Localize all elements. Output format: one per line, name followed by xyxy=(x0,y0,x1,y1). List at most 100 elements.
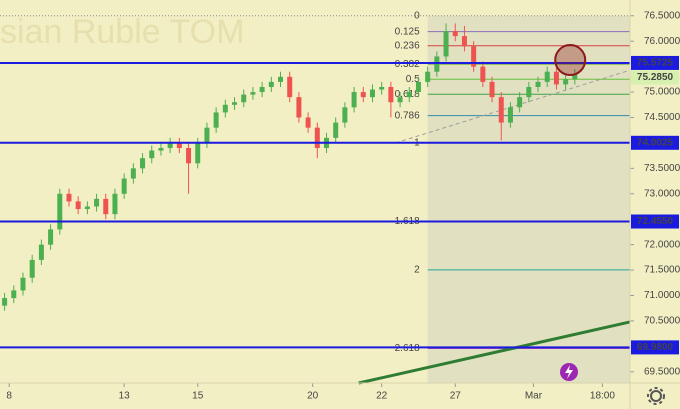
candle-body xyxy=(425,71,431,82)
candle-body xyxy=(553,71,559,85)
candle-body xyxy=(149,150,155,159)
candle-body xyxy=(2,298,8,306)
candle-body xyxy=(507,107,513,123)
y-tick-label: 74.5000 xyxy=(644,112,680,123)
candle-body xyxy=(314,127,320,149)
candle-body xyxy=(563,79,569,85)
candle-body xyxy=(397,97,403,103)
fib-label: 2 xyxy=(414,264,420,275)
candle-body xyxy=(259,86,265,93)
y-tick-label: 72.0000 xyxy=(644,239,680,250)
x-tick-label: 8 xyxy=(6,391,12,402)
candle-body xyxy=(75,201,81,210)
y-tick-label: 76.0000 xyxy=(644,36,680,47)
level-tag xyxy=(631,340,679,355)
candle-body xyxy=(38,244,44,260)
y-tick-label: 73.5000 xyxy=(644,163,680,174)
candle-body xyxy=(278,76,284,82)
fib-label: 0.236 xyxy=(395,40,420,51)
candle-body xyxy=(333,122,339,138)
candle-body xyxy=(103,198,109,215)
x-tick-label: Mar xyxy=(525,391,543,402)
y-tick-label: 71.5000 xyxy=(644,265,680,276)
candle-body xyxy=(158,148,164,151)
candle-body xyxy=(204,127,210,143)
candle-body xyxy=(48,229,54,245)
candle-body xyxy=(195,142,201,164)
candle-body xyxy=(250,92,256,95)
y-tick-label: 69.5000 xyxy=(644,366,680,377)
candle-body xyxy=(140,158,146,169)
watermark-title: sian Ruble TOM xyxy=(0,13,244,51)
candle-body xyxy=(57,193,63,230)
candle-body xyxy=(167,142,173,149)
y-tick-label: 76.5000 xyxy=(644,10,680,21)
level-tag xyxy=(631,55,679,70)
candle-body xyxy=(66,193,72,202)
gear-icon xyxy=(650,390,662,402)
candle-body xyxy=(232,102,238,105)
x-tick-label: 18:00 xyxy=(590,391,615,402)
fib-label: 0.786 xyxy=(395,110,420,121)
candle-body xyxy=(452,31,458,37)
settings-button[interactable] xyxy=(647,387,665,405)
candle-body xyxy=(176,142,182,149)
gear-teeth xyxy=(647,387,665,405)
candle-body xyxy=(186,148,192,164)
x-tick-label: 27 xyxy=(450,391,462,402)
x-tick-label: 15 xyxy=(192,391,204,402)
candle-body xyxy=(121,178,127,194)
candle-body xyxy=(241,94,247,103)
fib-label: 0.125 xyxy=(395,26,420,37)
fib-zone xyxy=(427,15,630,383)
candle-body xyxy=(517,97,523,108)
candle-body xyxy=(296,97,302,118)
y-tick-label: 73.0000 xyxy=(644,188,680,199)
candle-body xyxy=(11,290,17,299)
trendline xyxy=(358,320,631,385)
candle-body xyxy=(544,71,550,82)
candle-body xyxy=(351,92,357,108)
candle-body xyxy=(305,117,311,128)
candle-body xyxy=(526,86,532,98)
level-tag xyxy=(631,135,679,150)
candle-body xyxy=(342,107,348,123)
candle-body xyxy=(84,206,90,210)
lightning-icon xyxy=(565,365,573,379)
candle-body xyxy=(443,31,449,57)
candle-body xyxy=(489,81,495,98)
price-label: 75.2850 xyxy=(637,72,674,83)
candle-body xyxy=(434,56,440,72)
candle-body xyxy=(94,198,100,207)
candle-body xyxy=(535,81,541,87)
y-tick-label: 70.5000 xyxy=(644,316,680,327)
trendline xyxy=(395,69,631,144)
x-tick-label: 20 xyxy=(307,391,319,402)
level-label: 72.4550 xyxy=(637,216,674,227)
candle-body xyxy=(415,81,421,93)
candle-body xyxy=(268,81,274,87)
level-label: 69.9800 xyxy=(637,342,674,353)
fib-label: 0.5 xyxy=(406,74,420,85)
fib-label: 0 xyxy=(414,10,420,21)
candle-body xyxy=(498,97,504,123)
candle-body xyxy=(222,104,228,113)
y-tick-label: 71.0000 xyxy=(644,290,680,301)
price-tag xyxy=(631,70,679,85)
target-marker xyxy=(554,44,587,77)
candle-body xyxy=(480,66,486,82)
candle-body xyxy=(29,259,35,278)
candle-body xyxy=(213,112,219,128)
y-tick-label: 75.0000 xyxy=(644,87,680,98)
candle-body xyxy=(112,193,118,215)
candle-body xyxy=(461,36,467,47)
candle-body xyxy=(572,74,578,80)
level-label: 74.0025 xyxy=(637,137,674,148)
candle-body xyxy=(369,89,375,98)
candle-body xyxy=(20,277,26,291)
candle-body xyxy=(471,46,477,67)
x-tick-label: 22 xyxy=(376,391,388,402)
candle-body xyxy=(130,168,136,179)
fib-label: 0.382 xyxy=(395,59,420,70)
